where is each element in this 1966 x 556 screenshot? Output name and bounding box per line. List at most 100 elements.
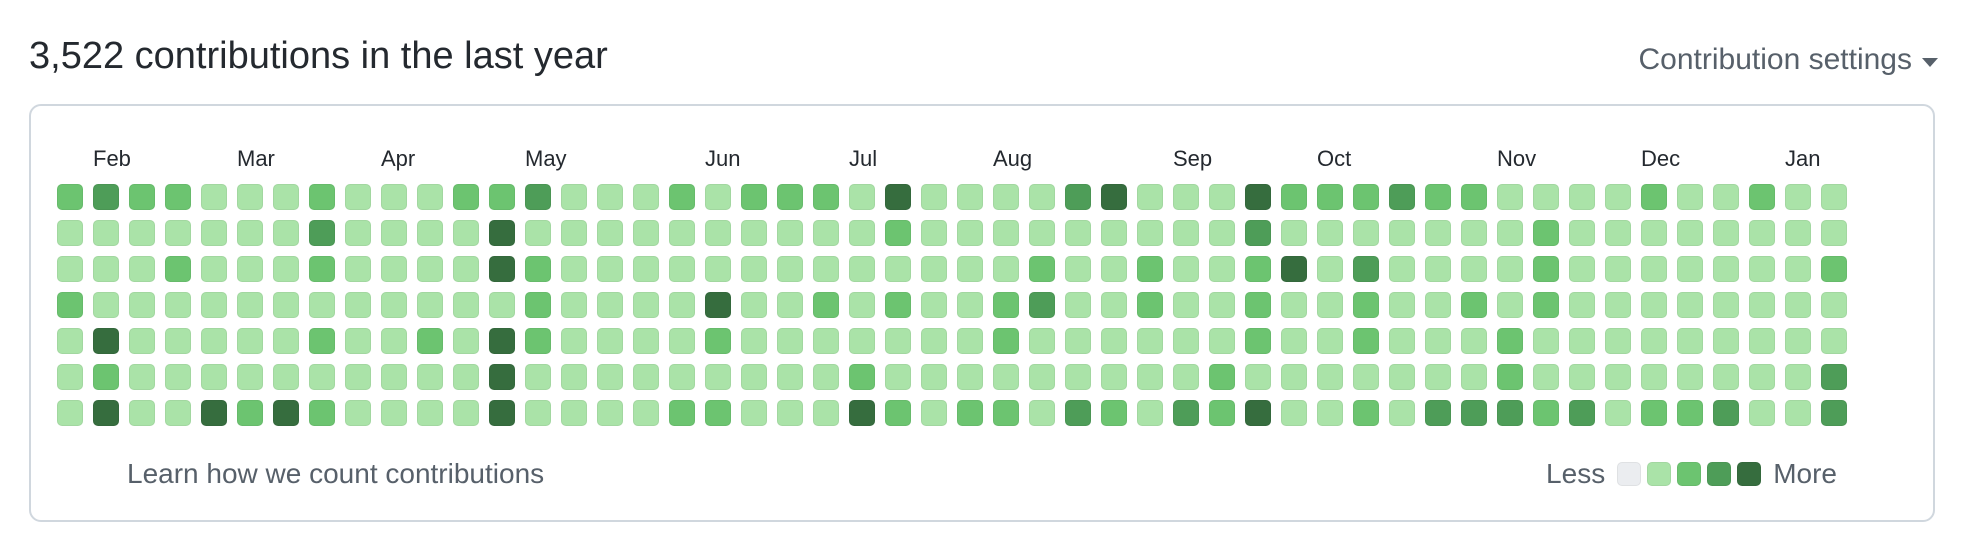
contribution-day[interactable]: [885, 364, 911, 390]
contribution-day[interactable]: [1569, 328, 1595, 354]
contribution-day[interactable]: [1749, 184, 1775, 210]
contribution-day[interactable]: [165, 292, 191, 318]
contribution-day[interactable]: [93, 364, 119, 390]
contribution-day[interactable]: [1245, 400, 1271, 426]
contribution-day[interactable]: [957, 400, 983, 426]
contribution-day[interactable]: [1281, 256, 1307, 282]
contribution-day[interactable]: [1821, 400, 1847, 426]
contribution-day[interactable]: [1425, 184, 1451, 210]
contribution-day[interactable]: [1101, 220, 1127, 246]
contribution-day[interactable]: [957, 292, 983, 318]
contribution-day[interactable]: [1281, 292, 1307, 318]
contribution-day[interactable]: [1641, 328, 1667, 354]
contribution-day[interactable]: [129, 400, 155, 426]
contribution-day[interactable]: [1605, 220, 1631, 246]
contribution-day[interactable]: [1533, 400, 1559, 426]
contribution-day[interactable]: [453, 220, 479, 246]
contribution-day[interactable]: [849, 184, 875, 210]
contribution-day[interactable]: [489, 220, 515, 246]
contribution-day[interactable]: [957, 328, 983, 354]
contribution-day[interactable]: [453, 328, 479, 354]
contribution-day[interactable]: [1497, 220, 1523, 246]
contribution-day[interactable]: [1245, 364, 1271, 390]
contribution-day[interactable]: [1317, 292, 1343, 318]
contribution-day[interactable]: [1245, 328, 1271, 354]
contribution-day[interactable]: [669, 184, 695, 210]
contribution-day[interactable]: [1281, 220, 1307, 246]
contribution-day[interactable]: [453, 256, 479, 282]
contribution-day[interactable]: [741, 292, 767, 318]
contribution-day[interactable]: [777, 184, 803, 210]
contribution-day[interactable]: [1317, 328, 1343, 354]
contribution-day[interactable]: [525, 184, 551, 210]
contribution-day[interactable]: [561, 184, 587, 210]
contribution-day[interactable]: [1425, 292, 1451, 318]
contribution-day[interactable]: [777, 220, 803, 246]
contribution-day[interactable]: [417, 220, 443, 246]
contribution-day[interactable]: [597, 184, 623, 210]
contribution-day[interactable]: [777, 292, 803, 318]
contribution-day[interactable]: [1245, 256, 1271, 282]
contribution-day[interactable]: [1137, 184, 1163, 210]
contribution-day[interactable]: [1533, 364, 1559, 390]
contribution-day[interactable]: [1785, 400, 1811, 426]
contribution-day[interactable]: [1713, 256, 1739, 282]
contribution-day[interactable]: [777, 400, 803, 426]
contribution-day[interactable]: [1209, 400, 1235, 426]
contribution-day[interactable]: [273, 364, 299, 390]
contribution-day[interactable]: [561, 328, 587, 354]
contribution-day[interactable]: [633, 292, 659, 318]
contribution-day[interactable]: [993, 256, 1019, 282]
contribution-day[interactable]: [1497, 328, 1523, 354]
contribution-day[interactable]: [813, 184, 839, 210]
contribution-day[interactable]: [705, 220, 731, 246]
contribution-day[interactable]: [309, 400, 335, 426]
learn-how-we-count-link[interactable]: Learn how we count contributions: [127, 458, 545, 489]
contribution-day[interactable]: [1389, 184, 1415, 210]
contribution-day[interactable]: [1821, 328, 1847, 354]
contribution-day[interactable]: [921, 220, 947, 246]
contribution-day[interactable]: [561, 256, 587, 282]
contribution-day[interactable]: [921, 400, 947, 426]
contribution-day[interactable]: [1209, 364, 1235, 390]
contribution-day[interactable]: [1713, 364, 1739, 390]
contribution-day[interactable]: [381, 292, 407, 318]
contribution-day[interactable]: [525, 292, 551, 318]
contribution-day[interactable]: [1101, 184, 1127, 210]
contribution-day[interactable]: [1749, 328, 1775, 354]
contribution-day[interactable]: [1605, 292, 1631, 318]
contribution-day[interactable]: [1785, 256, 1811, 282]
contribution-day[interactable]: [1389, 292, 1415, 318]
contribution-day[interactable]: [417, 400, 443, 426]
contribution-day[interactable]: [1785, 184, 1811, 210]
contribution-day[interactable]: [345, 400, 371, 426]
contribution-day[interactable]: [273, 256, 299, 282]
contribution-day[interactable]: [1677, 256, 1703, 282]
contribution-day[interactable]: [165, 184, 191, 210]
contribution-day[interactable]: [1569, 400, 1595, 426]
contribution-day[interactable]: [1821, 256, 1847, 282]
contribution-day[interactable]: [1425, 220, 1451, 246]
contribution-day[interactable]: [993, 184, 1019, 210]
contribution-day[interactable]: [597, 364, 623, 390]
contribution-day[interactable]: [1209, 292, 1235, 318]
contribution-day[interactable]: [1533, 220, 1559, 246]
contribution-day[interactable]: [489, 400, 515, 426]
contribution-day[interactable]: [1137, 256, 1163, 282]
contribution-day[interactable]: [1389, 256, 1415, 282]
contribution-day[interactable]: [57, 364, 83, 390]
contribution-day[interactable]: [381, 220, 407, 246]
contribution-day[interactable]: [993, 292, 1019, 318]
contribution-day[interactable]: [1533, 256, 1559, 282]
contribution-day[interactable]: [1749, 292, 1775, 318]
contribution-day[interactable]: [417, 256, 443, 282]
contribution-day[interactable]: [1173, 184, 1199, 210]
contribution-day[interactable]: [93, 220, 119, 246]
contribution-day[interactable]: [381, 364, 407, 390]
contribution-day[interactable]: [1317, 220, 1343, 246]
contribution-day[interactable]: [1245, 220, 1271, 246]
contribution-day[interactable]: [489, 328, 515, 354]
contribution-day[interactable]: [453, 292, 479, 318]
contribution-day[interactable]: [1029, 292, 1055, 318]
contribution-day[interactable]: [885, 220, 911, 246]
